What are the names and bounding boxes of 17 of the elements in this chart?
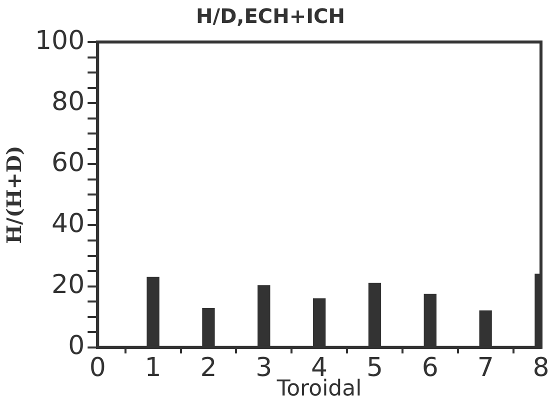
x-tick-label: 8 bbox=[532, 352, 550, 383]
y-tick-label: 20 bbox=[52, 270, 85, 300]
x-tick-label: 6 bbox=[422, 352, 438, 383]
chart-title: H/D,ECH+ICH bbox=[196, 4, 345, 28]
x-tick-label: 7 bbox=[477, 352, 494, 383]
x-tick-label: 5 bbox=[366, 352, 384, 383]
x-tick-label: 2 bbox=[200, 352, 217, 383]
y-tick-label: 0 bbox=[68, 331, 85, 362]
y-tick-label: 60 bbox=[52, 148, 85, 178]
y-tick-label: 100 bbox=[34, 26, 85, 56]
x-tick-label: 1 bbox=[144, 352, 162, 383]
x-axis-title: Toroidal bbox=[276, 376, 362, 402]
y-axis-title: H/(H+D) bbox=[2, 146, 26, 244]
x-tick-label: 3 bbox=[256, 352, 272, 383]
y-tick-label: 80 bbox=[52, 86, 85, 117]
x-tick-label: 0 bbox=[89, 352, 106, 383]
y-tick-label: 40 bbox=[52, 208, 85, 239]
